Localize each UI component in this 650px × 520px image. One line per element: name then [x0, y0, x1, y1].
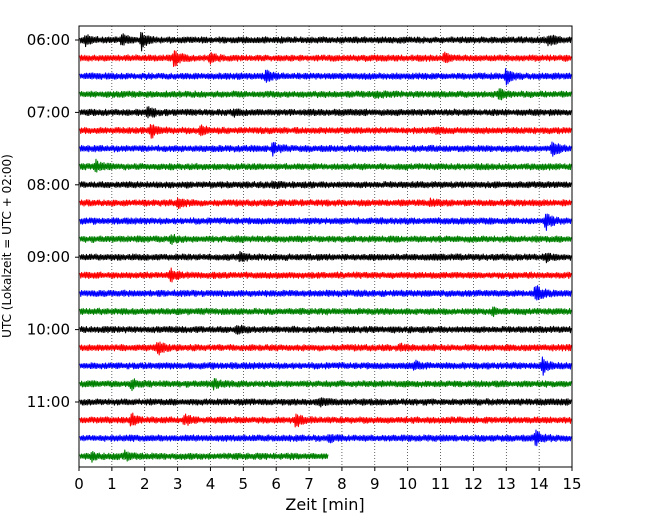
- x-tick-label: 8: [337, 475, 347, 493]
- trace-1145: [79, 449, 329, 463]
- x-tick-label: 10: [398, 475, 417, 493]
- trace-0700: [79, 106, 572, 119]
- trace-1130: [79, 429, 572, 447]
- trace-0730: [79, 141, 572, 157]
- trace-1100: [79, 397, 572, 408]
- trace-0745: [79, 158, 572, 173]
- y-axis-ticks: 06:00 07:00 08:00 09:00 10:00 11:00: [27, 31, 79, 411]
- trace-0815: [79, 197, 572, 209]
- x-tick-label: 3: [173, 475, 183, 493]
- trace-1015: [79, 341, 572, 356]
- trace-0830: [79, 213, 572, 231]
- x-tick-label: 2: [140, 475, 150, 493]
- x-tick-label: 12: [464, 475, 483, 493]
- y-tick-label: 06:00: [27, 31, 70, 49]
- trace-1000: [79, 324, 572, 335]
- y-axis-label: UTC (Lokalzeit = UTC + 02:00): [0, 154, 14, 338]
- trace-1115: [79, 412, 572, 428]
- x-tick-label: 5: [239, 475, 249, 493]
- trace-0845: [79, 233, 572, 246]
- x-tick-label: 9: [370, 475, 380, 493]
- trace-0945: [79, 306, 572, 318]
- y-tick-label: 07:00: [27, 103, 70, 121]
- y-tick-label: 10:00: [27, 321, 70, 339]
- seismogram-traces: [79, 31, 572, 463]
- x-tick-label: 13: [497, 475, 516, 493]
- y-tick-label: 09:00: [27, 248, 70, 266]
- trace-1030: [79, 356, 572, 376]
- x-tick-label: 14: [530, 475, 549, 493]
- x-tick-label: 7: [304, 475, 314, 493]
- trace-0630: [79, 68, 572, 86]
- x-tick-label: 6: [271, 475, 281, 493]
- trace-0900: [79, 250, 572, 264]
- x-tick-label: 15: [562, 475, 581, 493]
- x-axis-ticks: 0 1 2 3 4 5 6 7 8 9 10 11 12 13 14 15: [74, 467, 582, 493]
- plot-frame: [78, 25, 573, 468]
- trace-0930: [79, 285, 572, 301]
- trace-1045: [79, 377, 572, 392]
- trace-0915: [79, 267, 572, 283]
- y-tick-label: 08:00: [27, 176, 70, 194]
- trace-0645: [79, 88, 572, 101]
- trace-0600: [79, 31, 572, 52]
- y-tick-label: 11:00: [27, 393, 70, 411]
- trace-0715: [79, 123, 572, 139]
- x-tick-label: 4: [206, 475, 216, 493]
- trace-0800: [79, 180, 572, 190]
- x-tick-label: 1: [107, 475, 117, 493]
- x-axis-label: Zeit [min]: [285, 495, 364, 514]
- x-tick-label: 11: [431, 475, 450, 493]
- x-tick-label: 0: [74, 475, 84, 493]
- trace-0615: [79, 50, 572, 68]
